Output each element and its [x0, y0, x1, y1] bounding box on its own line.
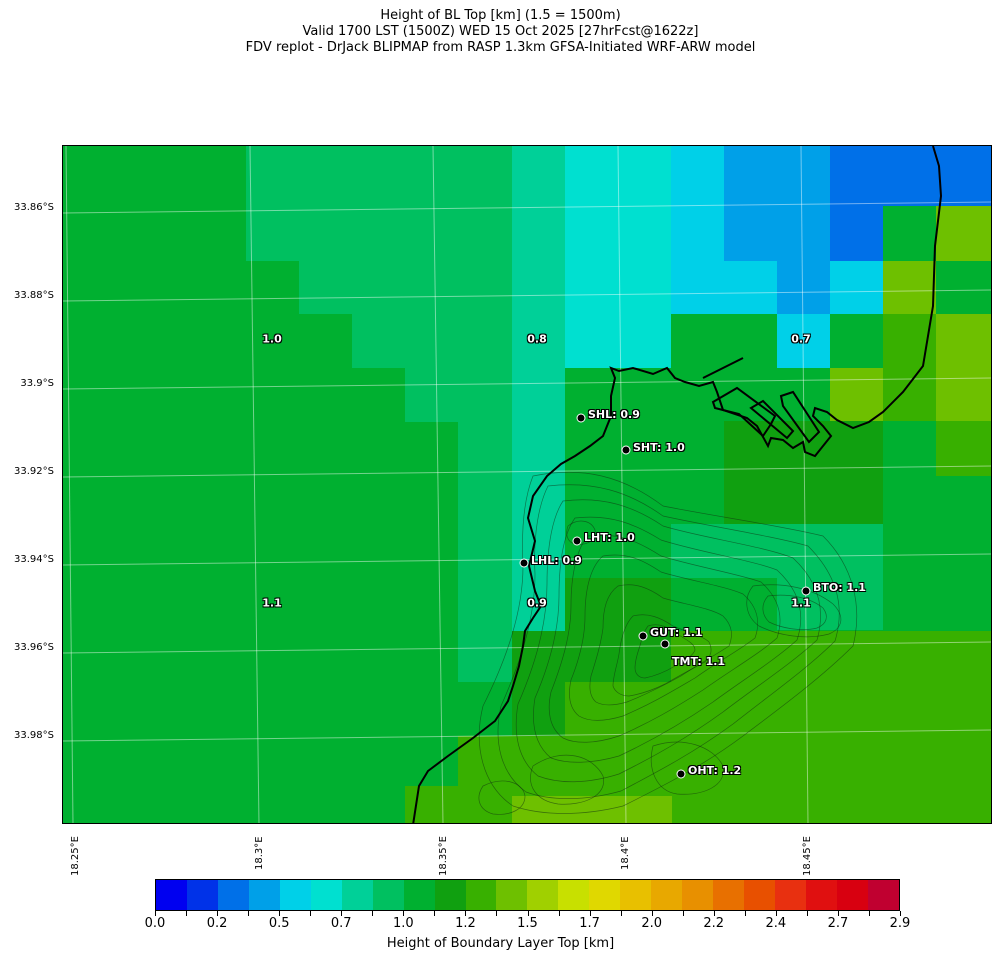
colorbar-segment: [558, 880, 590, 910]
colorbar-tick-label: 1.0: [392, 916, 414, 931]
station-label-shl: SHL: 0.9: [588, 408, 640, 421]
colorbar-tick-label: 1.2: [455, 916, 476, 931]
colorbar-tick-mark: [651, 911, 653, 916]
colorbar-tick-mark: [682, 911, 684, 916]
colorbar-tick-mark: [310, 911, 312, 916]
colorbar-tick-mark: [248, 911, 250, 916]
colorbar-tick-mark: [806, 911, 808, 916]
colorbar-segment: [775, 880, 807, 910]
colorbar: [155, 879, 900, 911]
colorbar-segment: [836, 880, 868, 910]
colorbar-tick-mark: [713, 911, 715, 916]
colorbar-segment: [867, 880, 899, 910]
colorbar-segment: [248, 880, 280, 910]
station-label-tmt: TMT: 1.1: [672, 655, 726, 668]
lon-tick-5: 18.45°E: [802, 836, 813, 876]
colorbar-segment: [341, 880, 373, 910]
grid-value: 1.1: [262, 596, 282, 610]
colorbar-tick-mark: [775, 911, 777, 916]
colorbar-tick-mark: [434, 911, 436, 916]
lon-tick-2: 18.3°E: [254, 836, 265, 870]
colorbar-segment: [279, 880, 311, 910]
lon-tick-4: 18.4°E: [620, 836, 631, 870]
colorbar-segment: [589, 880, 621, 910]
colorbar-tick-mark: [217, 911, 219, 916]
lon-tick-3: 18.35°E: [438, 836, 449, 876]
colorbar-tick-mark: [744, 911, 746, 916]
colorbar-segment: [465, 880, 497, 910]
colorbar-tick-label: 1.5: [517, 916, 538, 931]
lat-tick-6: 33.96°S: [14, 642, 54, 653]
title-line-1: Height of BL Top [km] (1.5 = 1500m): [380, 8, 621, 23]
colorbar-tick-label: 0.0: [144, 916, 166, 931]
lat-tick-5: 33.94°S: [14, 554, 54, 565]
title-line-2: Valid 1700 LST (1500Z) WED 15 Oct 2025 […: [302, 24, 699, 39]
colorbar-tick-mark: [465, 911, 467, 916]
colorbar-segment: [527, 880, 559, 910]
colorbar-segment: [620, 880, 652, 910]
terrain-contours: [478, 471, 858, 815]
colorbar-segment: [310, 880, 342, 910]
colorbar-tick-mark: [372, 911, 374, 916]
colorbar-segment: [651, 880, 683, 910]
colorbar-tick-mark: [589, 911, 591, 916]
colorbar-segment: [403, 880, 435, 910]
colorbar-segment: [713, 880, 745, 910]
colorbar-segment: [806, 880, 837, 910]
colorbar-tick-label: 1.7: [579, 916, 600, 931]
colorbar-tick-label: 2.7: [827, 916, 849, 931]
colorbar-segment: [744, 880, 776, 910]
colorbar-tick-mark: [527, 911, 529, 916]
colorbar-tick-mark: [837, 911, 839, 916]
colorbar-tick-label: 2.9: [889, 916, 911, 931]
colorbar-tick-mark: [186, 911, 188, 916]
station-label-bto: BTO: 1.1: [813, 581, 866, 594]
coastline: [412, 146, 943, 823]
colorbar-segment: [496, 880, 528, 910]
colorbar-tick-mark: [868, 911, 870, 916]
colorbar-tick-label: 2.2: [703, 916, 725, 931]
grid-value: 1.1: [791, 596, 811, 610]
colorbar-tick-mark: [620, 911, 622, 916]
lat-tick-3: 33.9°S: [20, 378, 54, 389]
colorbar-label-text: Height of Boundary Layer Top [km]: [386, 936, 615, 951]
grid-value: 0.8: [527, 332, 547, 346]
colorbar-tick-mark: [496, 911, 498, 916]
colorbar-tick-label: 0.7: [330, 916, 352, 931]
lon-tick-1: 18.25°E: [70, 836, 81, 876]
bl-height-cells: [246, 146, 991, 823]
colorbar-tick-mark: [279, 911, 281, 916]
colorbar-segment: [682, 880, 714, 910]
station-label-lhl: LHL: 0.9: [531, 554, 582, 567]
grid-value: 0.7: [791, 332, 811, 346]
colorbar-tick-mark: [900, 911, 901, 916]
colorbar-tick-mark: [403, 911, 405, 916]
colorbar-tick-label: 0.2: [206, 916, 228, 931]
map-plot-area[interactable]: [62, 145, 992, 824]
station-label-sht: SHT: 1.0: [633, 441, 685, 454]
colorbar-tick-mark: [155, 911, 156, 916]
station-label-gut: GUT: 1.1: [650, 626, 703, 639]
station-label-oht: OHT: 1.2: [688, 764, 742, 777]
colorbar-segment: [434, 880, 466, 910]
graticule: [63, 146, 991, 823]
colorbar-segment: [372, 880, 404, 910]
colorbar-tick-mark: [341, 911, 343, 916]
lat-tick-2: 33.88°S: [14, 290, 54, 301]
grid-value: 0.9: [527, 596, 547, 610]
colorbar-segment: [156, 880, 187, 910]
colorbar-segment: [186, 880, 218, 910]
map-canvas: [63, 146, 991, 823]
lat-tick-7: 33.98°S: [14, 730, 54, 741]
grid-value: 1.0: [262, 332, 282, 346]
lat-tick-4: 33.92°S: [14, 466, 54, 477]
lat-tick-1: 33.86°S: [14, 202, 54, 213]
colorbar-segment: [217, 880, 249, 910]
colorbar-tick-label: 2.4: [765, 916, 787, 931]
colorbar-tick-mark: [558, 911, 560, 916]
colorbar-tick-label: 2.0: [641, 916, 662, 931]
title-line-3: FDV replot - DrJack BLIPMAP from RASP 1.…: [245, 40, 756, 55]
station-label-lht: LHT: 1.0: [584, 531, 635, 544]
colorbar-tick-label: 0.5: [268, 916, 290, 931]
